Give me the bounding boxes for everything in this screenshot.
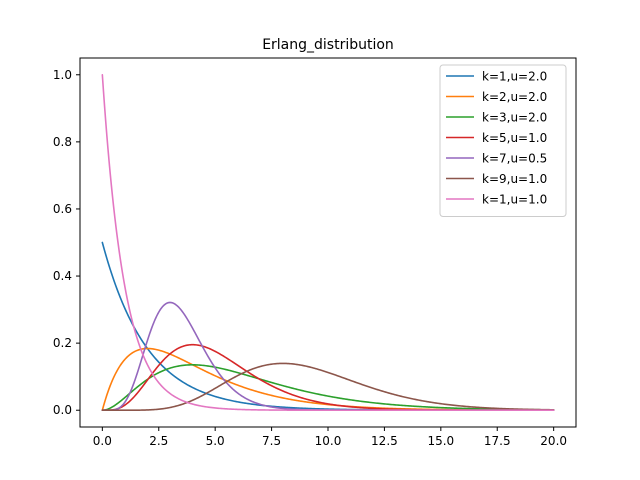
- y-tick-label: 0.6: [53, 202, 72, 216]
- series-line-6: [101, 362, 555, 412]
- legend-label: k=9,u=1.0: [482, 172, 547, 186]
- x-tick-label: 10.0: [315, 434, 342, 448]
- x-tick-label: 0.0: [93, 434, 112, 448]
- legend-label: k=7,u=0.5: [482, 152, 547, 166]
- series-line-7: [101, 73, 555, 412]
- legend-label: k=5,u=1.0: [482, 131, 547, 145]
- legend: k=1,u=2.0 k=2,u=2.0 k=3,u=2.0 k=5,u=1.0 k=7,…: [439, 64, 567, 217]
- x-tick-label: 2.5: [149, 434, 168, 448]
- x-tick-label: 17.5: [484, 434, 511, 448]
- legend-label: k=1,u=1.0: [482, 193, 547, 207]
- x-tick-label: 12.5: [371, 434, 398, 448]
- chart-title: Erlang_distribution: [262, 37, 394, 53]
- x-tick-label: 5.0: [206, 434, 225, 448]
- legend-label: k=3,u=2.0: [482, 111, 547, 125]
- x-tick-label: 15.0: [427, 434, 454, 448]
- y-tick-label: 0.4: [53, 269, 72, 283]
- x-tick-label: 7.5: [262, 434, 281, 448]
- legend-label: k=1,u=2.0: [482, 70, 547, 84]
- y-tick-label: 0.0: [53, 403, 72, 417]
- legend-label: k=2,u=2.0: [482, 90, 547, 104]
- y-tick-label: 0.2: [53, 336, 72, 350]
- series-layer: [101, 73, 555, 412]
- axes-layer: 0.0 2.5 5.0 7.5 10.0 12.5 15.0 17.5 20.0 0.0 0.2 0.…: [53, 57, 577, 448]
- series-line-3: [101, 364, 555, 412]
- x-tick-label: 20.0: [540, 434, 567, 448]
- y-tick-label: 0.8: [53, 135, 72, 149]
- y-tick-label: 1.0: [53, 68, 72, 82]
